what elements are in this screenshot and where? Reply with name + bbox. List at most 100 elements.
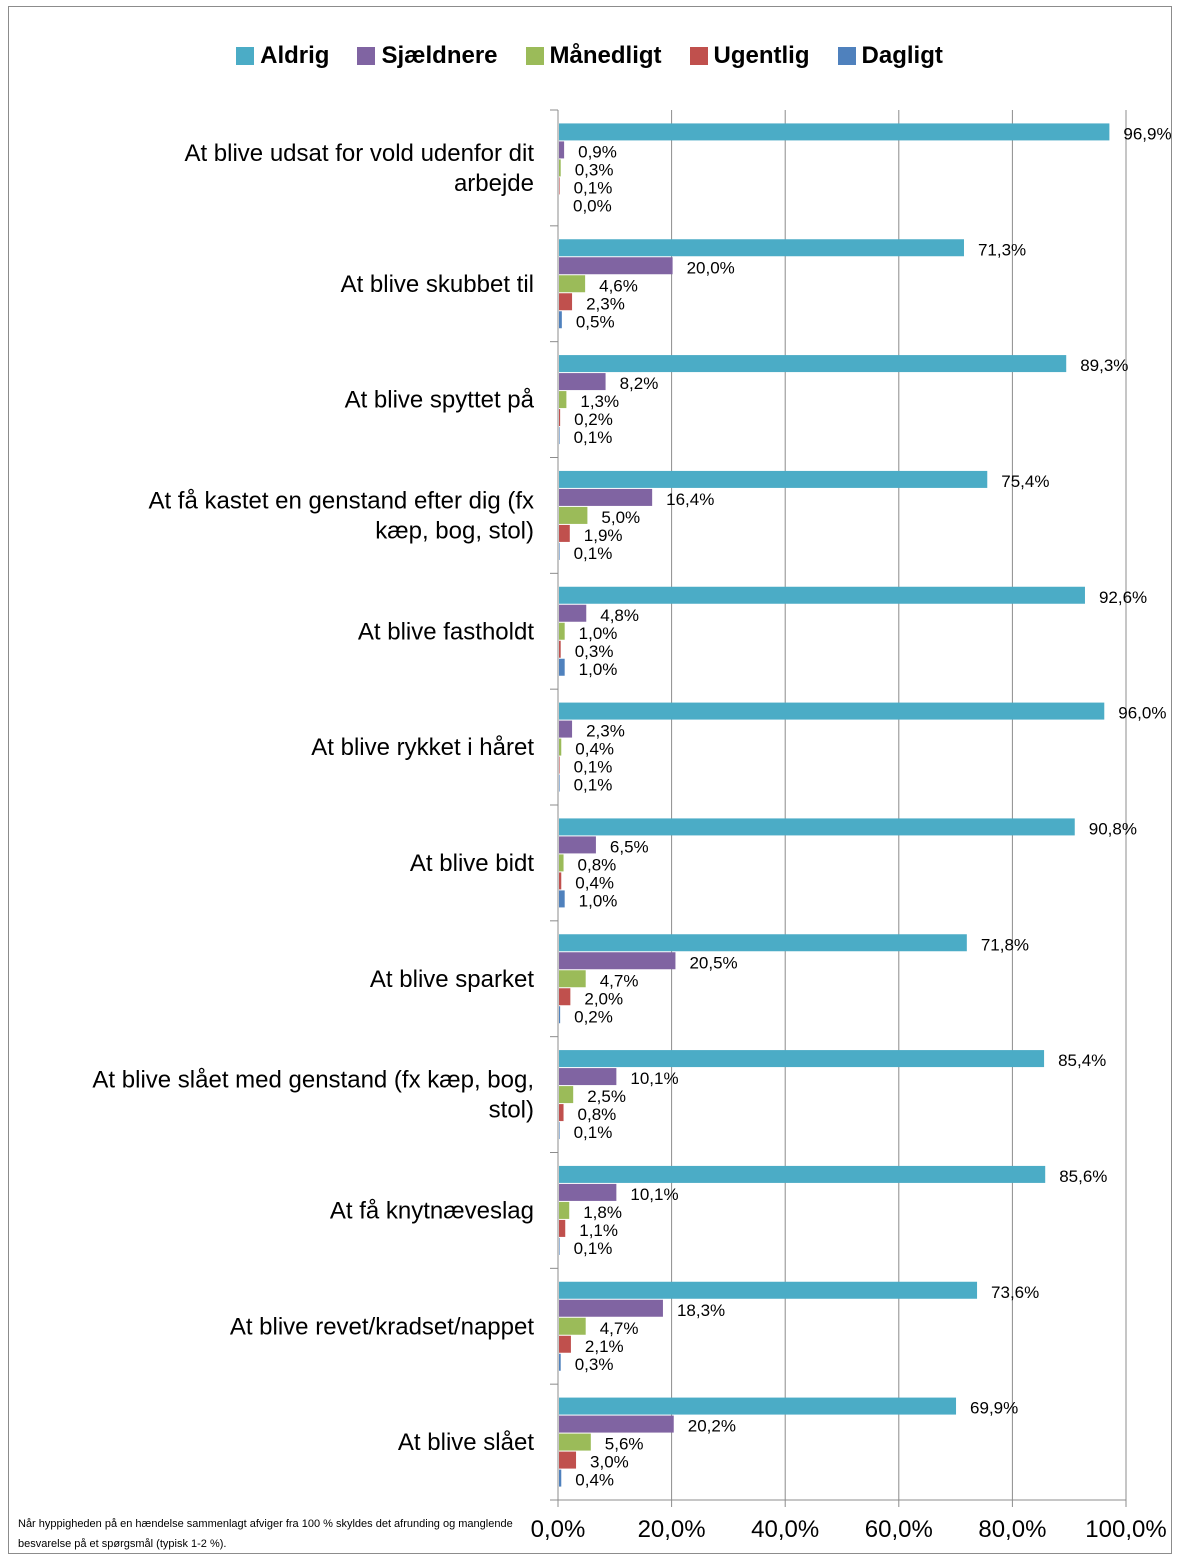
- data-label: 0,1%: [574, 178, 613, 197]
- bar: [559, 1050, 1045, 1068]
- bar: [559, 123, 1110, 141]
- bar: [559, 890, 565, 908]
- legend-item-sjaeldnere: Sjældnere: [357, 42, 498, 70]
- data-label: 0,8%: [578, 1105, 617, 1124]
- data-label: 5,6%: [605, 1435, 644, 1454]
- bar: [559, 506, 588, 524]
- chart-frame: [8, 6, 1172, 1554]
- data-label: 73,6%: [991, 1283, 1039, 1302]
- data-label: 85,4%: [1058, 1051, 1106, 1070]
- bar: [559, 640, 561, 658]
- data-label: 16,4%: [666, 490, 714, 509]
- data-label: 1,1%: [579, 1221, 618, 1240]
- bar: [559, 738, 562, 756]
- x-tick-label: 0,0%: [531, 1516, 586, 1543]
- bar: [559, 524, 570, 542]
- bar: [559, 622, 565, 640]
- data-label: 0,4%: [575, 740, 614, 759]
- bar: [559, 1104, 564, 1122]
- category-label: At få knytnæveslag: [330, 1197, 534, 1224]
- legend-item-maanedligt: Månedligt: [525, 42, 662, 70]
- x-tick-label: 100,0%: [1085, 1516, 1166, 1543]
- data-label: 4,8%: [600, 606, 639, 625]
- bar: [559, 311, 562, 329]
- bar: [559, 275, 586, 293]
- category-label-line: At blive sparket: [370, 966, 534, 993]
- legend-item-ugentlig: Ugentlig: [689, 42, 810, 70]
- x-tick-label: 40,0%: [751, 1516, 819, 1543]
- bar: [559, 1237, 560, 1255]
- bar: [559, 756, 560, 774]
- bar: [559, 604, 587, 622]
- data-label: 0,1%: [574, 1123, 613, 1142]
- bar: [559, 1201, 570, 1219]
- data-label: 0,1%: [574, 1239, 613, 1258]
- data-label: 0,8%: [578, 855, 617, 874]
- bar: [559, 373, 606, 391]
- data-label: 0,0%: [573, 196, 612, 215]
- data-label: 0,3%: [575, 1355, 614, 1374]
- data-label: 5,0%: [601, 508, 640, 527]
- data-label: 1,9%: [584, 526, 623, 545]
- legend: Aldrig Sjældnere Månedligt Ugentlig Dagl…: [0, 38, 1179, 74]
- category-label-line: At blive fastholdt: [358, 618, 534, 645]
- category-label-line: At blive bidt: [410, 850, 534, 877]
- category-label-line: arbejde: [454, 170, 534, 197]
- bar: [559, 934, 967, 952]
- data-label: 2,0%: [584, 989, 623, 1008]
- bar: [559, 1469, 562, 1487]
- data-label: 96,0%: [1118, 704, 1166, 723]
- bar: [559, 391, 567, 409]
- data-label: 85,6%: [1059, 1167, 1107, 1186]
- bar: [559, 1281, 978, 1299]
- bar: [559, 542, 560, 560]
- legend-label: Månedligt: [549, 42, 662, 69]
- bar: [559, 1165, 1046, 1183]
- legend-label: Ugentlig: [713, 42, 810, 69]
- data-label: 71,3%: [978, 240, 1026, 259]
- bar: [559, 988, 571, 1006]
- legend-swatch: [689, 47, 708, 65]
- data-label: 0,1%: [574, 544, 613, 563]
- category-label: At blive slået: [398, 1429, 534, 1456]
- data-label: 0,4%: [575, 873, 614, 892]
- category-label-line: kæp, bog, stol): [375, 517, 534, 544]
- bar: [559, 1006, 561, 1024]
- legend-label: Dagligt: [861, 42, 943, 69]
- category-label-line: At få kastet en genstand efter dig (fx: [148, 487, 534, 514]
- category-label-line: At blive udsat for vold udenfor dit: [184, 140, 534, 167]
- bar: [559, 1415, 674, 1433]
- bar: [559, 1433, 591, 1451]
- data-label: 69,9%: [970, 1399, 1018, 1418]
- data-label: 10,1%: [630, 1185, 678, 1204]
- data-label: 2,3%: [586, 722, 625, 741]
- bar: [559, 293, 573, 311]
- bar: [559, 1086, 574, 1104]
- bar: [559, 1353, 561, 1371]
- data-label: 0,1%: [574, 758, 613, 777]
- category-label: At blive udsat for vold udenfor dit arbej…: [184, 140, 534, 197]
- bar: [559, 177, 560, 195]
- data-label: 4,6%: [599, 276, 638, 295]
- bar: [559, 720, 573, 738]
- data-label: 0,1%: [574, 428, 613, 447]
- bar: [559, 1122, 560, 1140]
- data-label: 0,1%: [574, 776, 613, 795]
- category-label-line: At blive rykket i håret: [311, 734, 534, 761]
- data-label: 92,6%: [1099, 588, 1147, 607]
- data-label: 90,8%: [1089, 819, 1137, 838]
- bar: [559, 409, 561, 427]
- data-label: 1,0%: [579, 624, 618, 643]
- category-label: At blive sparket: [370, 966, 534, 993]
- category-label: At blive bidt: [410, 850, 534, 877]
- category-label: At blive spyttet på: [345, 387, 535, 414]
- data-label: 8,2%: [620, 374, 659, 393]
- bar: [559, 1317, 586, 1335]
- data-label: 6,5%: [610, 837, 649, 856]
- data-label: 1,3%: [580, 392, 619, 411]
- data-label: 71,8%: [981, 935, 1029, 954]
- bar: [559, 470, 988, 488]
- legend-swatch: [357, 47, 376, 65]
